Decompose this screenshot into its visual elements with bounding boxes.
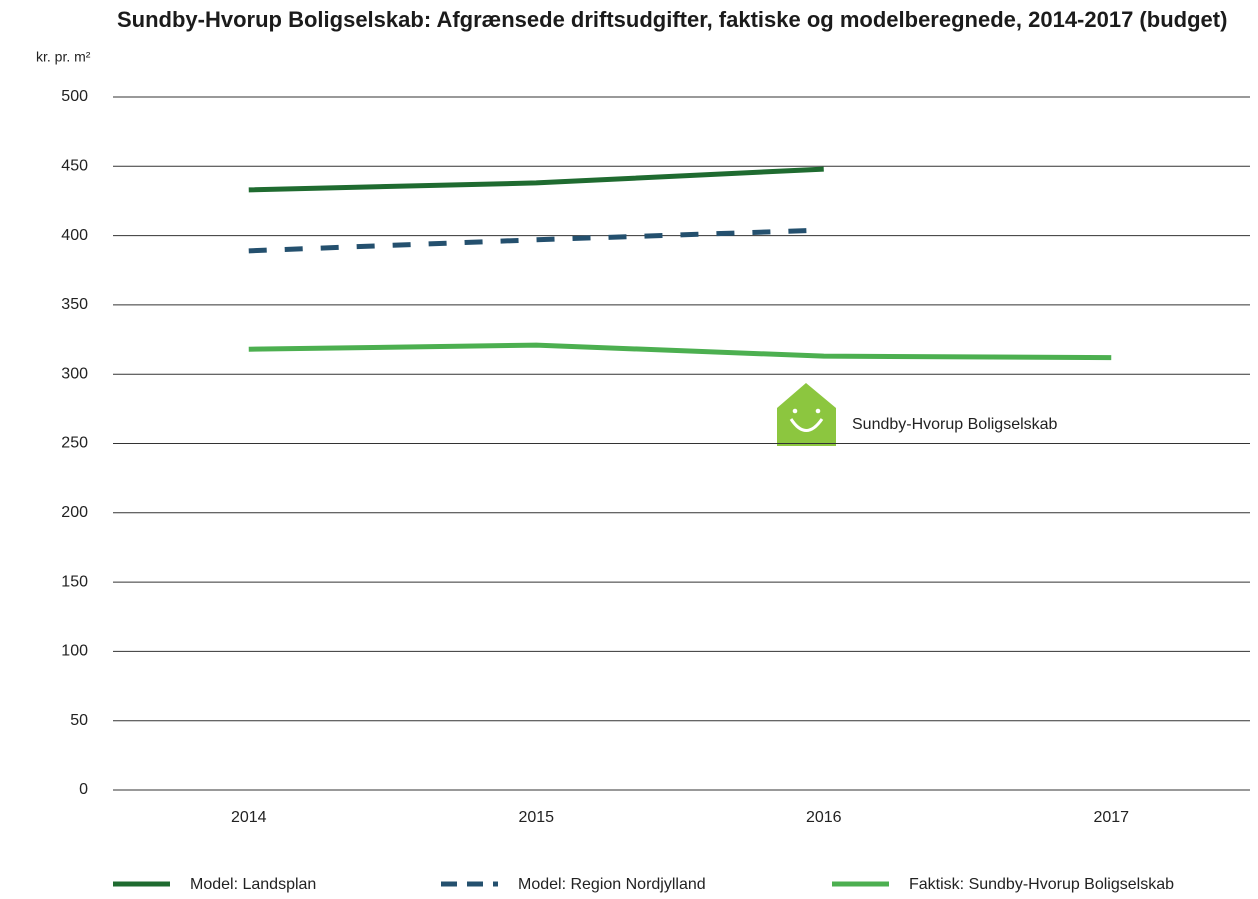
y-tick-label: 100 (61, 643, 88, 660)
chart-title: Sundby-Hvorup Boligselskab: Afgrænsede d… (117, 7, 1228, 32)
series-line (248, 342, 1112, 361)
y-tick-label: 400 (61, 227, 88, 244)
series-line (248, 227, 824, 254)
y-tick-label: 350 (61, 296, 88, 313)
y-axis-label: kr. pr. m² (36, 49, 91, 65)
y-tick-label: 250 (61, 435, 88, 452)
annotation: Sundby-Hvorup Boligselskab (852, 416, 1058, 433)
x-tick-label: 2015 (518, 809, 554, 826)
y-tick-label: 0 (79, 781, 88, 798)
y-tick-label: 50 (70, 712, 88, 729)
y-tick-label: 150 (61, 573, 88, 590)
y-tick-label: 200 (61, 504, 88, 521)
y-tick-label: 300 (61, 365, 88, 382)
x-tick-label: 2017 (1093, 809, 1129, 826)
y-tick-label: 450 (61, 158, 88, 175)
series-line (248, 166, 824, 193)
legend-label: Model: Landsplan (190, 876, 316, 893)
legend-label: Model: Region Nordjylland (518, 876, 706, 893)
logo (777, 383, 836, 446)
x-tick-label: 2016 (806, 809, 842, 826)
y-tick-label: 500 (61, 88, 88, 105)
legend-label: Faktisk: Sundby-Hvorup Boligselskab (909, 876, 1174, 893)
x-tick-label: 2014 (231, 809, 267, 826)
